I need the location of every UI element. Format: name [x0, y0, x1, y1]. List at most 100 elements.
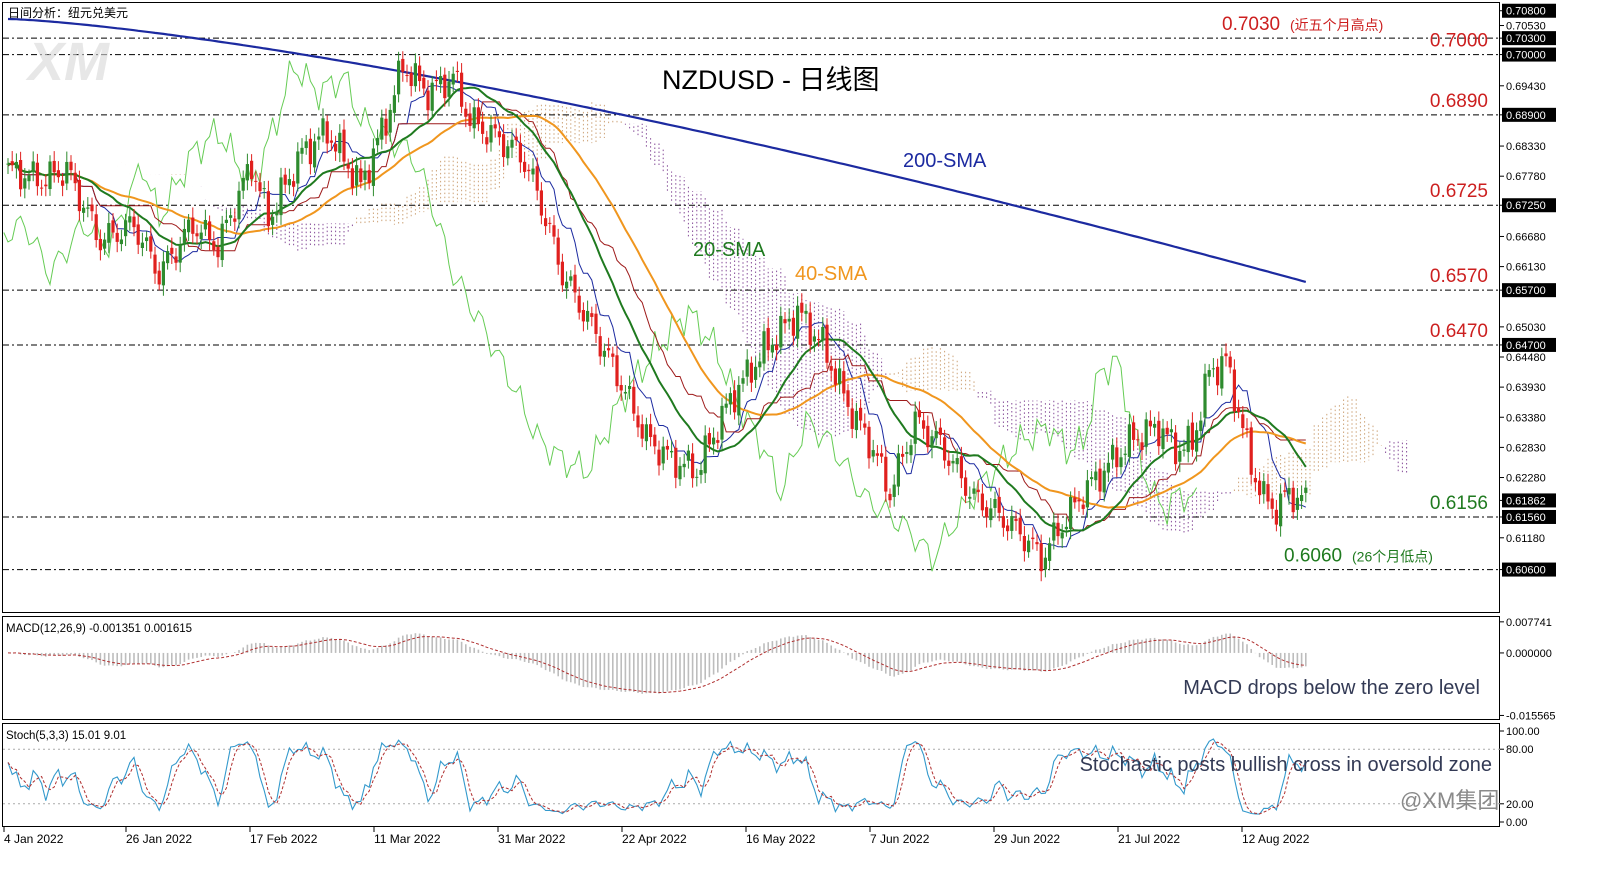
candle-body [174, 256, 178, 263]
candle-body [1245, 428, 1249, 431]
candle-body [1291, 487, 1295, 513]
sma20-line [7, 86, 1307, 533]
candle-body [1274, 509, 1278, 525]
candle-body [1048, 543, 1052, 561]
chikou-line [3, 60, 1198, 572]
candle-body [611, 353, 615, 357]
candles [6, 51, 1308, 582]
price-levels: 0.7030 (近五个月高点) 0.7000 0.6890 0.6725 0.6570 0.… [3, 14, 1500, 571]
candle-body [237, 190, 241, 220]
price-tag [1502, 47, 1556, 62]
candle-body [52, 160, 56, 173]
candle-body [367, 170, 371, 184]
candle-body [560, 261, 564, 286]
candle-body [363, 170, 367, 180]
candle-body [1199, 420, 1203, 432]
candle-body [275, 211, 279, 216]
candle-body [1039, 543, 1043, 572]
price-tick-label: 0.69430 [1506, 81, 1546, 93]
candle-body [271, 216, 275, 225]
date-label: 4 Jan 2022 [4, 832, 64, 846]
candle-body [1140, 442, 1144, 450]
candle-body [149, 236, 153, 252]
level-label: 0.6156 [1430, 493, 1488, 514]
candle-body [888, 493, 892, 501]
candle-body [140, 242, 144, 249]
candle-body [401, 58, 405, 72]
candle-body [254, 180, 258, 182]
candle-body [787, 318, 791, 322]
date-label: 16 May 2022 [746, 832, 816, 846]
candle-body [531, 168, 535, 175]
candle-body [1295, 497, 1299, 510]
candle-body [325, 121, 329, 144]
candle-body [766, 327, 770, 351]
candle-body [455, 70, 459, 72]
candle-body [170, 247, 174, 254]
candle-body [1098, 468, 1102, 492]
candle-body [1102, 470, 1106, 493]
candle-body [892, 484, 896, 497]
candle-body [418, 65, 422, 82]
candle-body [489, 125, 493, 143]
candle-body [838, 368, 842, 385]
candle-body [203, 219, 207, 230]
candle-body [1127, 424, 1131, 457]
candle-body [573, 274, 577, 293]
candle-body [514, 136, 518, 141]
price-tick-label: 0.65700 [1506, 285, 1546, 297]
header-caption: 日间分析：纽元兑美元 [8, 6, 128, 20]
candle-body [871, 450, 875, 457]
candle-body [1027, 540, 1031, 553]
candle-body [329, 140, 333, 143]
sma200-line [7, 17, 1307, 283]
candle-body [594, 313, 598, 334]
candle-body [993, 499, 997, 508]
candle-body [187, 219, 191, 233]
candle-body [119, 239, 123, 245]
candle-body [943, 437, 947, 461]
price-tick-label: 0.66130 [1506, 262, 1546, 274]
candle-body [464, 108, 468, 117]
stoch-tick-label: 80.00 [1506, 744, 1534, 756]
candle-body [707, 433, 711, 445]
panel-frames [2, 2, 1500, 827]
level-label: 0.7000 [1430, 31, 1488, 52]
candle-body [422, 77, 426, 89]
candle-body [741, 378, 745, 384]
candle-body [1165, 427, 1169, 435]
candle-body [1148, 420, 1152, 427]
candle-body [468, 113, 472, 126]
candle-body [262, 188, 266, 190]
candle-body [497, 131, 501, 138]
candle-body [342, 129, 346, 162]
candle-body [304, 141, 308, 149]
candle-body [1043, 557, 1047, 570]
candle-body [195, 233, 199, 237]
price-tick-label: 0.67250 [1506, 200, 1546, 212]
candle-body [472, 107, 476, 129]
candle-body [434, 79, 438, 82]
candle-body [409, 72, 413, 87]
candle-body [951, 460, 955, 464]
candle-body [506, 146, 510, 159]
candle-body [1006, 525, 1010, 532]
candle-body [1224, 353, 1228, 357]
candle-body [1031, 537, 1035, 540]
indicator-lines [3, 17, 1307, 572]
candle-body [863, 423, 867, 428]
candle-body [590, 313, 594, 317]
candle-body [1283, 490, 1287, 492]
candle-body [145, 237, 149, 242]
candle-body [392, 95, 396, 113]
candle-body [61, 180, 65, 186]
price-tick-label: 0.64480 [1506, 352, 1546, 364]
candle-body [1123, 453, 1127, 455]
candle-body [224, 219, 228, 223]
price-tick-label: 0.61862 [1506, 495, 1546, 507]
candle-body [1090, 477, 1094, 480]
candle-body [825, 324, 829, 363]
candle-body [598, 336, 602, 357]
candle-body [804, 310, 808, 314]
